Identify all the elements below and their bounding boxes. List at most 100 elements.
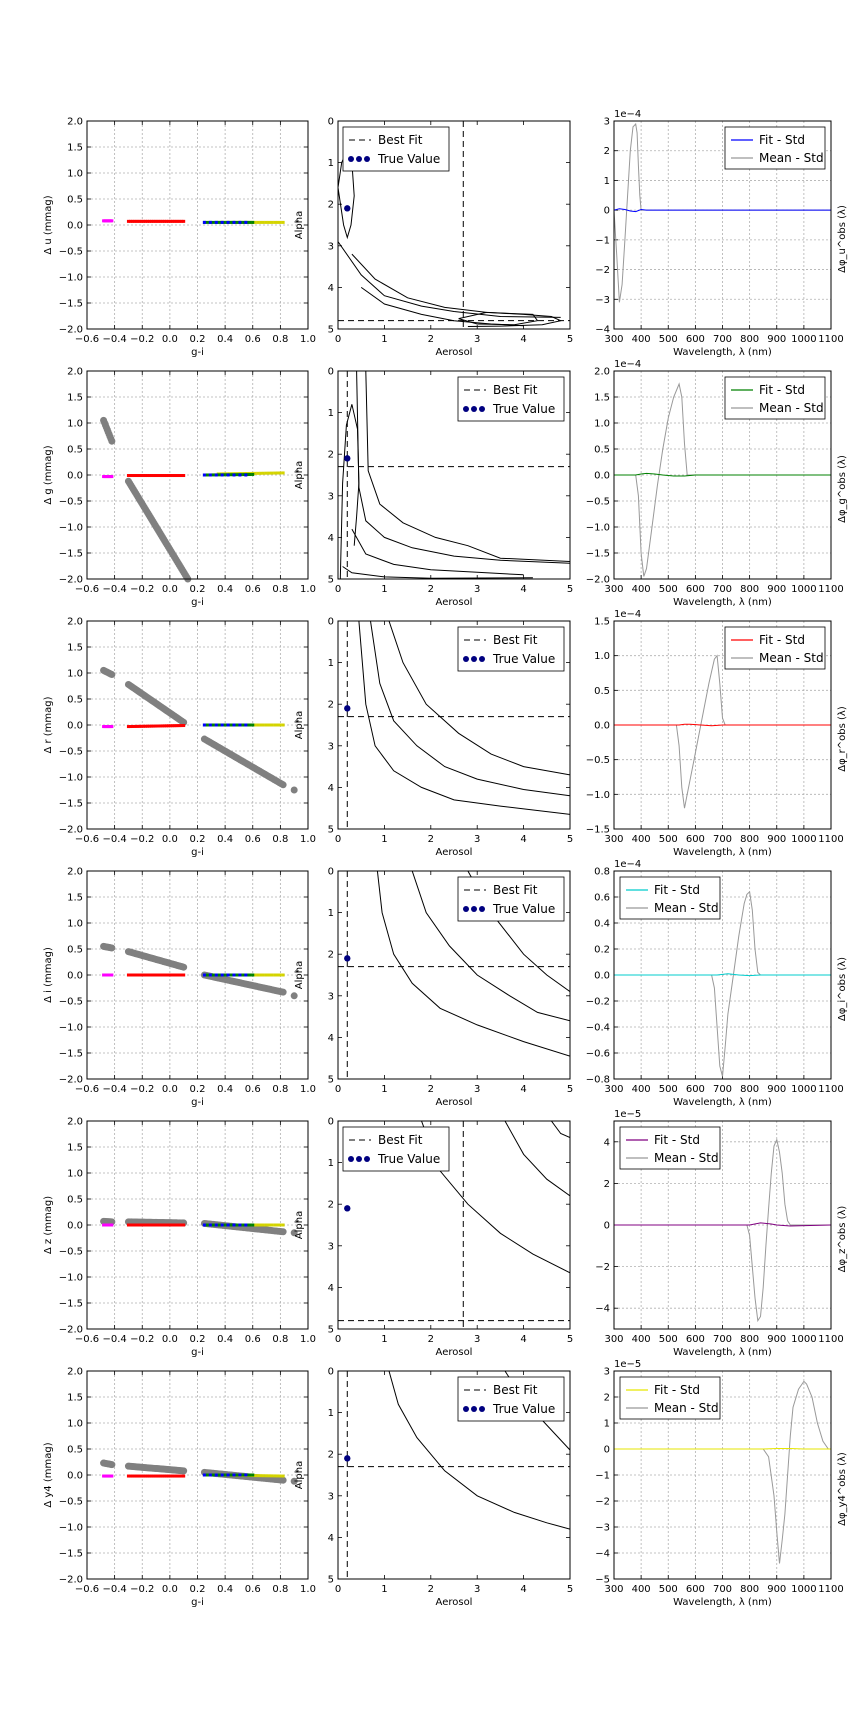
y-axis-label: Alpha [294, 461, 305, 489]
data-point [202, 973, 206, 977]
x-tick-label: 2 [428, 334, 434, 345]
data-point [151, 724, 155, 728]
data-point [176, 219, 180, 223]
y-tick-label: 2 [604, 146, 610, 157]
y-tick-label: 0.0 [594, 471, 610, 482]
data-point [275, 1223, 279, 1227]
data-point [176, 973, 180, 977]
x-tick-label: 0.4 [217, 584, 233, 595]
data-point [157, 724, 161, 728]
x-tick-label: 5 [567, 584, 573, 595]
y-tick-label: 1.0 [67, 169, 83, 180]
x-axis-label: Aerosol [436, 597, 473, 608]
star-marker: * [295, 1468, 299, 1477]
data-point [214, 220, 218, 224]
y-tick-label: −1.0 [586, 790, 610, 801]
data-point [153, 1223, 157, 1227]
y-tick-label: 2.0 [67, 367, 83, 378]
data-point [172, 219, 176, 223]
y-tick-label: −2.0 [59, 1325, 83, 1336]
data-point [161, 474, 165, 478]
x-tick-label: 1 [381, 1584, 387, 1595]
data-point [126, 725, 130, 729]
data-point [147, 724, 151, 728]
x-tick-label: 1 [381, 1334, 387, 1345]
y-tick-label: 5 [328, 1575, 334, 1586]
y-tick-label: −2 [595, 1497, 610, 1508]
true-value-point [344, 205, 351, 212]
data-point [214, 473, 218, 477]
data-point [130, 474, 134, 478]
legend-true-value-swatch [463, 906, 469, 912]
scale-offset-label: 1e−4 [614, 609, 641, 620]
y-tick-label: 1 [604, 176, 610, 187]
x-tick-label: 900 [767, 834, 786, 845]
x-tick-label: 500 [659, 334, 678, 345]
y-axis-label: Alpha [294, 711, 305, 739]
scale-offset-label: 1e−4 [614, 359, 641, 370]
data-point [278, 973, 282, 977]
data-point [256, 1474, 260, 1478]
data-point [166, 724, 170, 728]
scatter-plot-i: −0.6 −0.4 −0.2 0.0 0.2 0.4 0.6 0.8 1.0 2.0 1.5 1.0 0… [43, 867, 316, 1109]
data-point [180, 724, 184, 728]
data-point [172, 724, 176, 728]
data-point [238, 723, 242, 727]
data-point [244, 1473, 248, 1477]
data-point [176, 1223, 180, 1227]
data-point [278, 1474, 282, 1478]
legend-box [724, 376, 826, 420]
x-tick-label: −0.6 [75, 1084, 99, 1095]
legend-fit-label: Fit - Std [759, 633, 805, 647]
data-point [147, 219, 151, 223]
data-point [242, 1473, 246, 1477]
data-point [278, 471, 282, 475]
x-tick-label: 0.6 [245, 1334, 261, 1345]
data-point [267, 1474, 271, 1478]
data-point [259, 220, 263, 224]
data-point [168, 1223, 172, 1227]
x-tick-label: 800 [740, 1334, 759, 1345]
data-point [270, 1223, 274, 1227]
y-tick-label: 0.4 [594, 919, 610, 930]
x-tick-label: 2 [428, 834, 434, 845]
data-point [170, 474, 174, 478]
data-point [205, 1223, 209, 1227]
data-point [253, 1474, 257, 1478]
data-point [211, 723, 215, 727]
x-tick-label: 600 [686, 584, 705, 595]
legend-true-value-swatch [479, 906, 485, 912]
line-plot-i: 300 400 500 600 700 800 900 1000 1100 0.8 0.6 0.4 0.… [586, 859, 848, 1108]
contour-line [370, 621, 570, 797]
y-tick-label: 1 [328, 408, 334, 419]
x-tick-label: 0.2 [190, 334, 206, 345]
data-point [234, 973, 238, 977]
y-tick-label: 2.0 [594, 367, 610, 378]
data-point [147, 973, 151, 977]
x-axis-label: Wavelength, λ (nm) [673, 1347, 772, 1358]
x-tick-label: 300 [604, 584, 623, 595]
y-tick-label: 5 [328, 575, 334, 586]
x-tick-label: 5 [567, 1334, 573, 1345]
data-point [145, 474, 149, 478]
fit-std-line [614, 723, 831, 727]
x-tick-label: 600 [686, 1084, 705, 1095]
y-tick-label: −1.5 [59, 1549, 83, 1560]
x-tick-label: −0.6 [75, 584, 99, 595]
y-tick-label: −1 [595, 1471, 610, 1482]
legend-box [342, 126, 450, 172]
legend-true-value-label: True Value [377, 152, 440, 166]
data-point [130, 973, 134, 977]
data-point [128, 474, 132, 478]
x-tick-label: −0.4 [102, 334, 126, 345]
data-point [151, 1223, 155, 1227]
data-point [172, 973, 176, 977]
data-point [166, 1474, 170, 1478]
line-plot-g: 300 400 500 600 700 800 900 1000 1100 2.0 1.5 1.0 0.… [586, 359, 848, 608]
data-point [267, 471, 271, 475]
data-point [140, 1223, 144, 1227]
data-point [208, 473, 212, 477]
data-point [159, 973, 163, 977]
x-tick-label: 600 [686, 334, 705, 345]
